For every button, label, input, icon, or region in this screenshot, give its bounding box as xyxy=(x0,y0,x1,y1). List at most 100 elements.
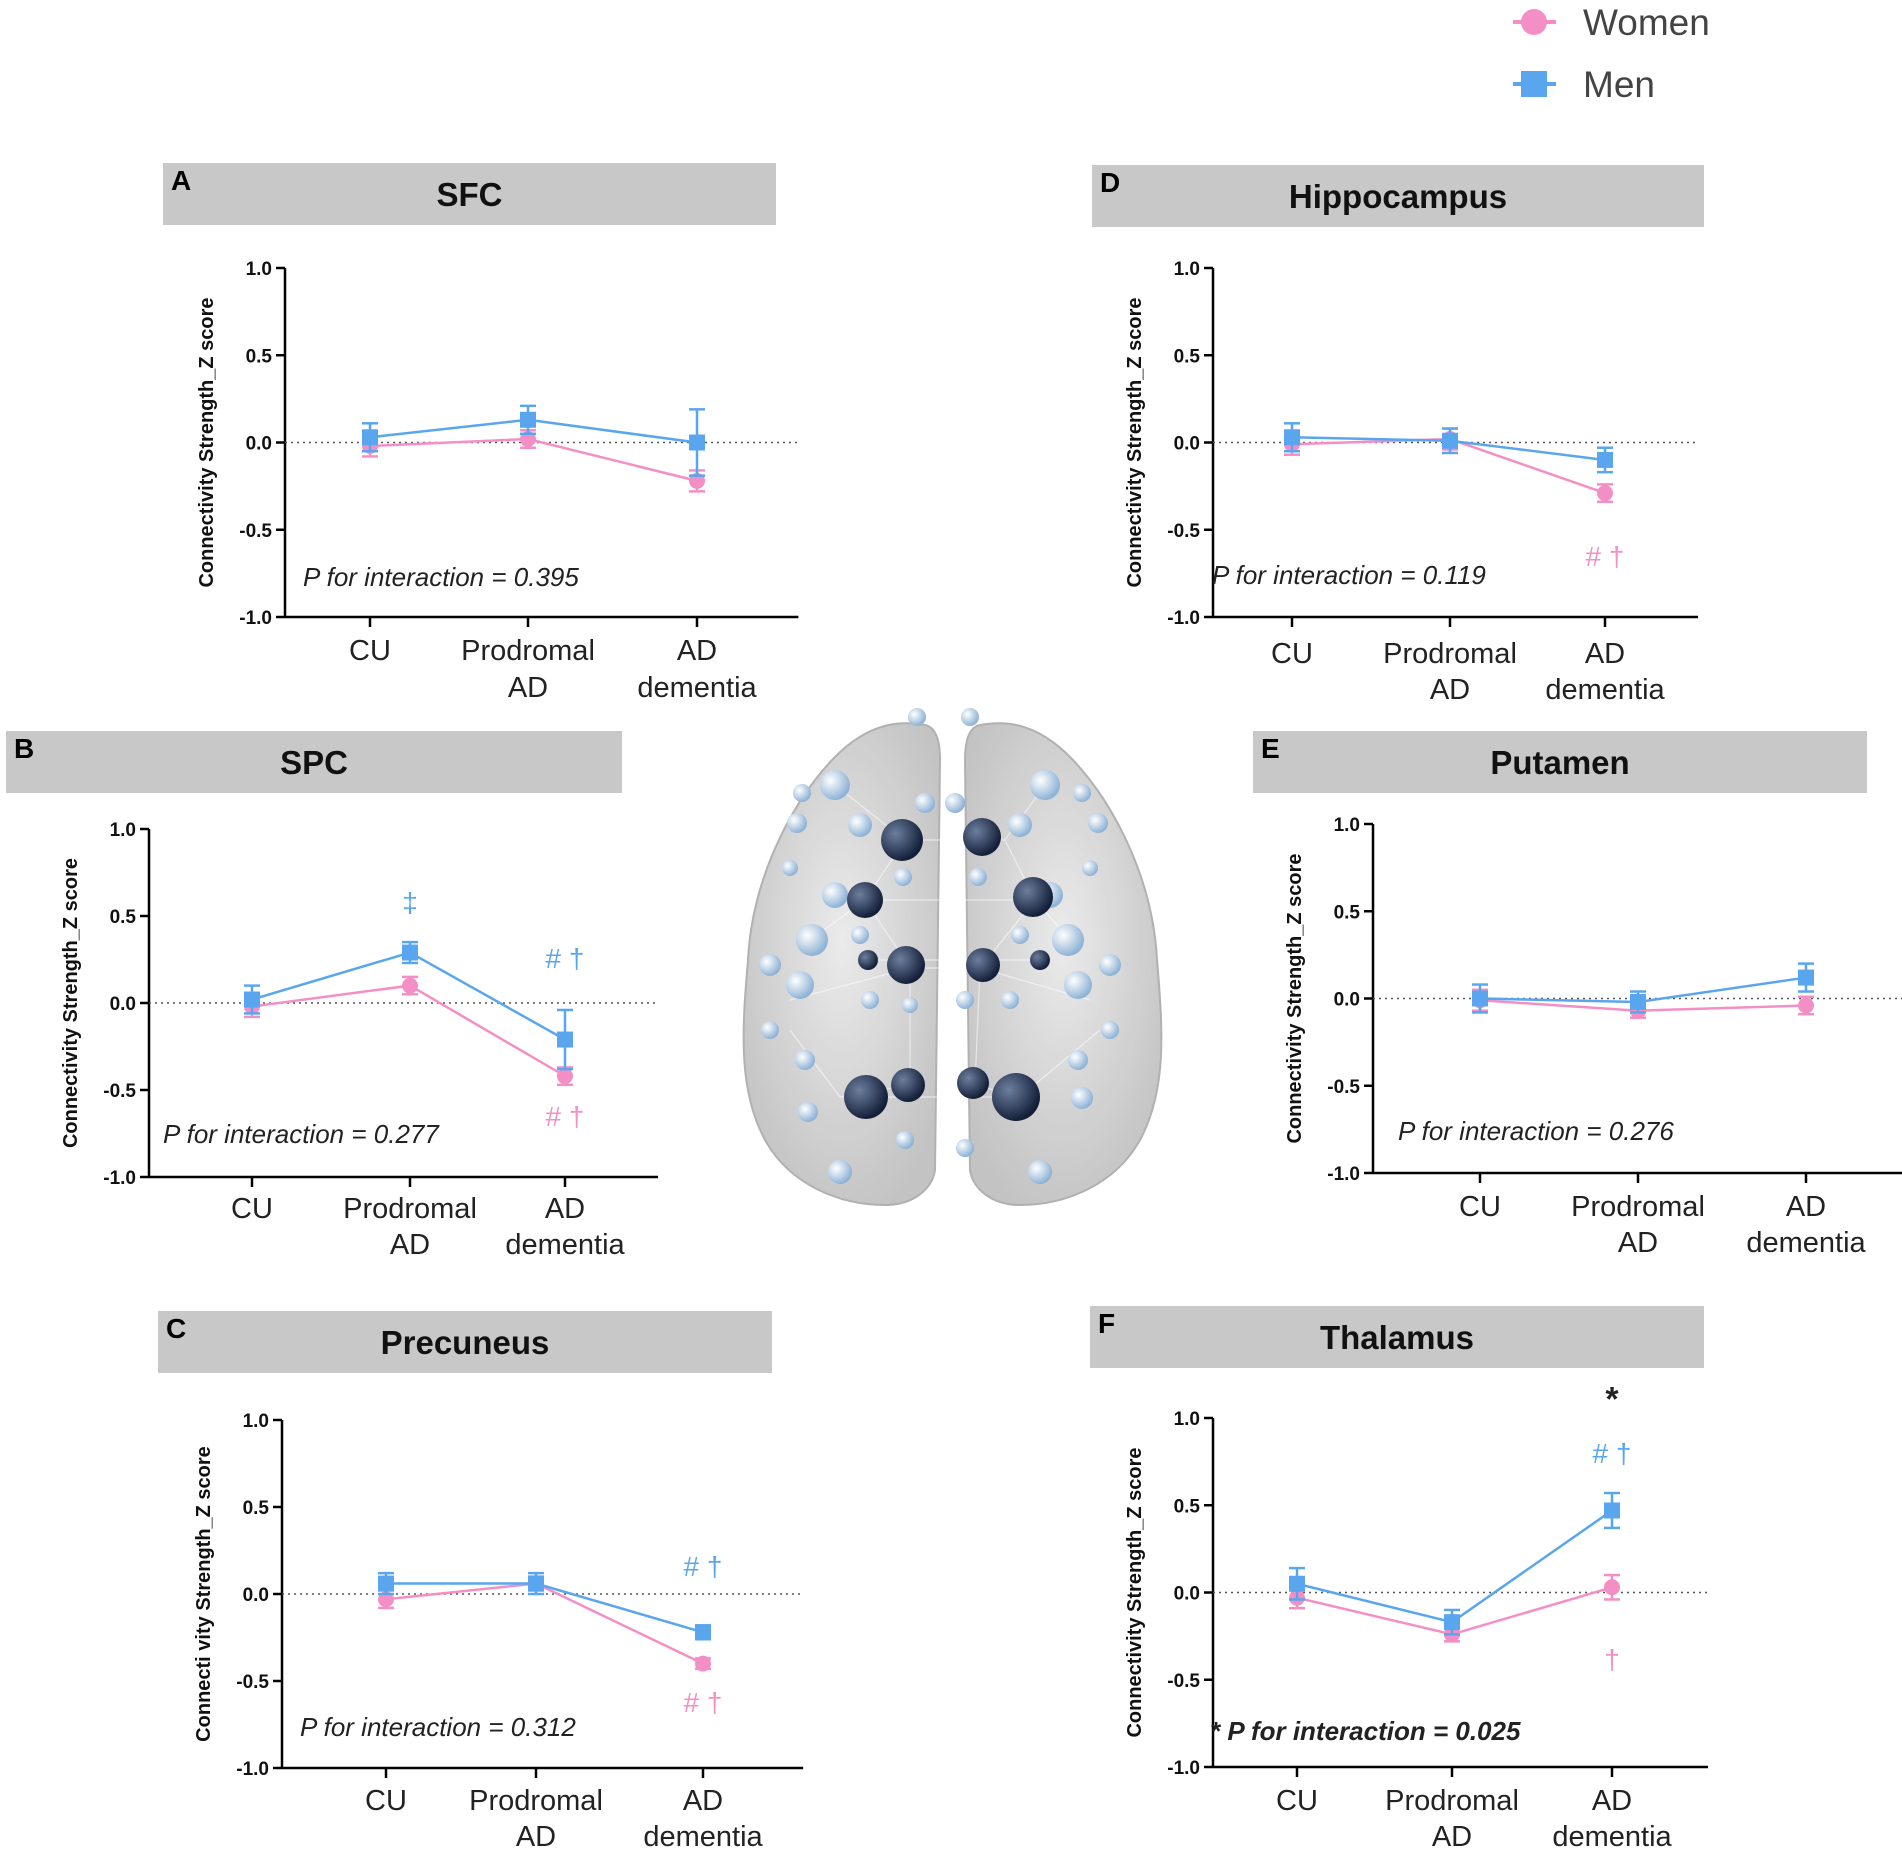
p-interaction-text: * P for interaction = 0.025 xyxy=(1210,1716,1521,1746)
data-point-women xyxy=(1604,1579,1620,1596)
panel-a: A SFC 1.0 0.5 0.0 -0.5 -1.0 Connectivity Streng… xyxy=(163,163,799,704)
data-point-men xyxy=(402,944,418,961)
panel-header-bar xyxy=(1090,1306,1704,1368)
data-point-women xyxy=(1597,485,1613,502)
series-line-women xyxy=(369,437,698,483)
data-point-men xyxy=(689,434,705,451)
x-tick-label: dementia xyxy=(637,672,757,704)
x-tick-label: AD xyxy=(390,1229,430,1261)
x-tick-label: CU xyxy=(1271,638,1313,670)
significance-annotation: ‡ xyxy=(402,887,418,918)
panel-c: C Precuneus 1.0 0.5 0.0 -0.5 -1.0 Connecti vity… xyxy=(158,1311,804,1853)
x-tick-label: AD xyxy=(1786,1191,1826,1223)
data-point-men xyxy=(1630,993,1646,1010)
x-tick-label: CU xyxy=(231,1193,273,1225)
y-tick-label: -1.0 xyxy=(1167,1758,1200,1779)
y-tick-label: -0.5 xyxy=(239,521,272,542)
x-tick-label: CU xyxy=(1276,1785,1318,1817)
legend-label-men: Men xyxy=(1583,64,1655,105)
y-tick-label: -0.5 xyxy=(236,1672,269,1693)
data-point-men xyxy=(528,1575,544,1592)
chart-panels: A SFC 1.0 0.5 0.0 -0.5 -1.0 Connectivity Streng… xyxy=(6,163,1902,1853)
y-tick-label: 0.5 xyxy=(110,907,137,928)
x-tick-label: dementia xyxy=(1545,674,1665,706)
legend-marker-men xyxy=(1521,71,1547,97)
x-tick-label: AD xyxy=(516,1821,556,1853)
series-line-men xyxy=(1296,1509,1613,1624)
x-tick-label: dementia xyxy=(1552,1821,1672,1853)
significance-annotation: # † xyxy=(684,1551,723,1582)
y-tick-label: 0.0 xyxy=(1174,434,1200,455)
data-point-men xyxy=(378,1575,394,1592)
legend-entry-women: Women xyxy=(1513,2,1710,43)
panel-header-bar xyxy=(1253,731,1867,793)
panel-header-bar xyxy=(158,1311,772,1373)
data-point-men xyxy=(1597,451,1613,468)
y-axis-label: Connecti vity Strength_Z score xyxy=(193,1446,215,1742)
legend-marker-women xyxy=(1521,9,1547,35)
x-tick-label: AD xyxy=(1592,1785,1632,1817)
panel-title: Hippocampus xyxy=(1289,178,1507,215)
p-interaction-text: P for interaction = 0.312 xyxy=(300,1712,576,1742)
y-tick-label: 0.0 xyxy=(1334,990,1360,1011)
y-tick-label: -0.5 xyxy=(1167,1671,1200,1692)
y-tick-label: 0.0 xyxy=(1174,1584,1200,1605)
p-interaction-text: P for interaction = 0.276 xyxy=(1398,1116,1674,1146)
panel-header-bar xyxy=(6,731,622,793)
y-axis-label: Connectivity Strength_Z score xyxy=(1124,1447,1146,1737)
p-interaction-text: P for interaction = 0.277 xyxy=(163,1119,440,1149)
x-tick-label: dementia xyxy=(1746,1227,1866,1259)
x-tick-label: AD xyxy=(1585,638,1625,670)
series-line-women xyxy=(251,984,566,1078)
panel-letter: F xyxy=(1098,1308,1115,1339)
x-tick-label: dementia xyxy=(643,1821,763,1853)
data-point-men xyxy=(1798,969,1814,986)
x-tick-label: Prodromal xyxy=(1571,1191,1705,1223)
panel-header-bar xyxy=(163,163,776,225)
x-tick-label: Prodromal xyxy=(343,1193,477,1225)
x-tick-label: Prodromal xyxy=(1385,1785,1519,1817)
significance-annotation: # † xyxy=(684,1687,723,1718)
panel-letter: E xyxy=(1261,733,1280,764)
y-tick-label: 1.0 xyxy=(1334,815,1360,836)
y-tick-label: -0.5 xyxy=(1327,1077,1360,1098)
y-tick-label: 1.0 xyxy=(1174,259,1200,280)
panel-title: SPC xyxy=(280,744,348,781)
panel-letter: B xyxy=(14,733,34,764)
y-tick-label: 0.0 xyxy=(246,434,272,455)
y-tick-label: -0.5 xyxy=(1167,521,1200,542)
y-tick-label: -1.0 xyxy=(103,1168,136,1189)
data-point-men xyxy=(1289,1575,1305,1592)
x-tick-label: AD xyxy=(677,635,717,667)
y-tick-label: 1.0 xyxy=(246,259,272,280)
x-tick-label: CU xyxy=(349,635,391,667)
series-line-women xyxy=(385,1582,704,1665)
x-tick-label: AD xyxy=(1430,674,1470,706)
y-tick-label: 1.0 xyxy=(243,1411,269,1432)
y-tick-label: 0.5 xyxy=(243,1498,270,1519)
y-tick-label: -1.0 xyxy=(239,608,272,629)
y-axis-label: Connectivity Strength_Z score xyxy=(60,858,82,1148)
data-point-men xyxy=(557,1031,573,1048)
data-point-men xyxy=(1604,1502,1620,1519)
series-line-men xyxy=(386,1582,704,1634)
y-axis-label: Connectivity Strength_Z score xyxy=(1284,853,1306,1143)
panel-letter: D xyxy=(1100,167,1120,198)
data-point-men xyxy=(520,411,536,428)
brain-nodes xyxy=(759,708,1121,1184)
x-tick-label: AD xyxy=(1432,1821,1472,1853)
y-tick-label: 0.5 xyxy=(1334,902,1361,923)
x-tick-label: CU xyxy=(365,1785,407,1817)
y-tick-label: -1.0 xyxy=(1167,608,1200,629)
brain-connectome-icon xyxy=(742,708,1163,1207)
data-point-men xyxy=(362,429,378,446)
panel-letter: C xyxy=(166,1313,186,1344)
x-tick-label: AD xyxy=(545,1193,585,1225)
legend-label-women: Women xyxy=(1583,2,1710,43)
y-tick-label: 1.0 xyxy=(110,820,136,841)
significance-annotation: # † xyxy=(1586,541,1625,572)
data-point-women xyxy=(1798,997,1814,1014)
legend-entry-men: Men xyxy=(1513,64,1655,105)
y-tick-label: -1.0 xyxy=(1327,1164,1360,1185)
